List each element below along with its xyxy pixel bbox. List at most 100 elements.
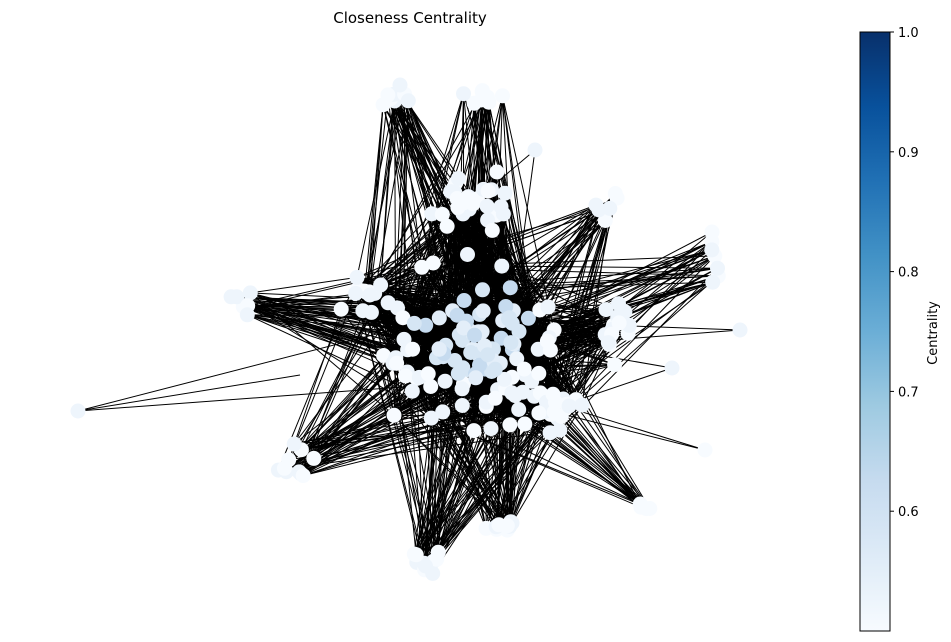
graph-node [475,303,491,319]
graph-node [602,200,618,216]
graph-node [611,315,627,331]
graph-edge [368,96,488,293]
graph-node [456,293,472,308]
graph-node [362,287,378,303]
graph-node [434,206,450,222]
graph-node [286,436,302,452]
graph-node [449,307,465,323]
graph-node [704,242,720,258]
graph-edge [301,395,544,451]
graph-edge [433,411,555,562]
graph-node [483,421,499,437]
graph-node [591,202,607,218]
graph-edge [555,402,647,509]
graph-edge [431,417,642,508]
graph-edge [366,207,610,294]
graph-node [450,171,466,186]
graph-node [420,366,436,382]
graph-node [493,199,509,215]
graph-node [520,310,536,326]
graph-node [480,347,496,363]
graph-node [504,385,520,401]
graph-node [454,398,470,413]
graph-node [600,335,616,351]
graph-node [398,368,413,384]
graph-edge [509,204,597,289]
graph-node [348,285,364,301]
graph-edge [445,281,713,346]
graph-edge [501,265,651,509]
graph-edge [511,404,583,524]
graph-edge [284,411,542,469]
graph-node [598,302,614,318]
graph-node [373,277,389,293]
graph-node [539,333,555,349]
graph-edge [498,412,543,525]
graph-edge [509,402,556,527]
nodes [70,77,748,581]
graph-edge [467,254,642,508]
graph-node [423,379,439,394]
graph-edge [511,432,551,524]
graph-node [449,191,465,206]
graph-edge [278,429,560,471]
graph-node [463,345,479,360]
graph-node [389,355,405,371]
graph-node [400,93,416,109]
network-graph [70,77,748,581]
graph-node [276,460,292,476]
graph-node [491,517,507,533]
colorbar-ticks: 0.6 0.7 0.8 0.9 1.0 [890,26,919,520]
chart-title: Closeness Centrality [333,9,487,27]
graph-node [223,289,239,305]
graph-node [561,398,577,414]
graph-node [480,183,496,199]
graph-node [511,402,527,417]
graph-node [517,416,533,432]
graph-node [487,390,503,406]
graph-edge [288,323,415,461]
graph-node [509,351,525,367]
colorbar-tick-label: 0.6 [898,505,919,520]
graph-edge [369,104,384,296]
graph-edge [288,302,389,460]
graph-edge [421,93,464,268]
graph-edge [374,197,618,294]
graph-edge [509,333,612,426]
graph-node [380,295,396,311]
graph-edge [77,317,440,412]
graph-edge [231,296,484,312]
graph-node [414,259,430,275]
graph-edge [581,208,611,406]
graph-edge [364,204,597,292]
graph-node [406,315,422,331]
graph-node [542,425,558,441]
graph-edge [364,267,718,292]
graph-node [732,322,748,338]
graph-edge [528,249,712,319]
graph-node [392,77,408,93]
colorbar-tick-label: 1.0 [898,26,919,41]
graph-edge [407,204,597,351]
graph-edge [553,329,642,508]
graph-node [494,258,510,274]
graph-node [460,247,475,262]
graph-edge [366,104,384,293]
colorbar-gradient [859,31,891,632]
graph-edge [556,193,616,419]
graph-node [395,310,411,326]
graph-node [704,224,720,240]
graph-edge [506,424,511,526]
graph-node [404,383,420,399]
graph-edge [284,392,541,469]
graph-node [574,397,590,413]
graph-edge [288,293,357,460]
graph-node [242,285,258,301]
graph-edge [369,91,483,296]
graph-edge [387,94,434,264]
graph-edge [374,100,409,294]
colorbar: 0.6 0.7 0.8 0.9 1.0 Centrality [859,26,941,632]
graph-node [484,222,500,238]
graph-node [430,544,446,560]
